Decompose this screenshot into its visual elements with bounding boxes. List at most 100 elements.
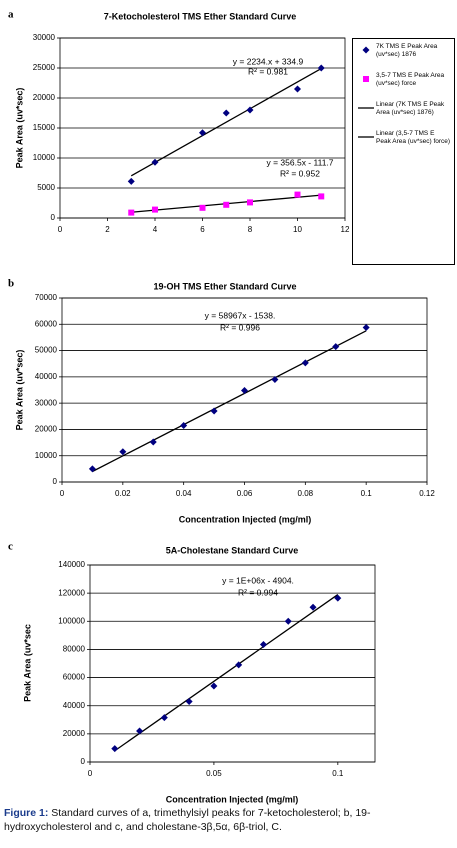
legend-label: Linear (7K TMS E Peak Area (uv*sec) 1876… [376,101,445,116]
equation-annotation: R² = 0.952 [280,168,320,178]
marker-diamond [334,594,342,602]
x-tick-label: 0.1 [332,769,344,778]
marker-diamond [332,343,340,351]
y-tick-label: 60000 [35,319,58,328]
marker-diamond [301,359,309,367]
marker-diamond [136,727,144,735]
x-tick-label: 2 [105,225,110,234]
trendline [92,330,367,473]
trendline [130,67,322,177]
marker-diamond [88,465,96,473]
plot-frame [61,297,428,483]
marker-diamond [235,661,243,669]
y-tick-label: 15000 [33,123,56,132]
y-tick-label: 140000 [58,560,85,569]
marker-diamond [210,682,218,690]
panel-label: a [8,9,14,21]
marker-diamond [111,745,119,753]
legend-item: 3,5-7 TMS E Peak Area (uv*sec) force [356,72,451,88]
legend-symbol [358,107,374,109]
marker-diamond [151,158,159,166]
equation-annotation: y = 356.5x - 111.7 [266,157,333,167]
marker-square [363,76,369,82]
x-tick-label: 6 [200,225,205,234]
legend-label: 7K TMS E Peak Area (uv*sec) 1876 [376,43,438,58]
marker-diamond [294,85,301,93]
marker-diamond [259,641,267,649]
marker-diamond [309,603,317,611]
plot-frame [89,564,376,763]
marker-square [128,209,135,216]
chart-title: 7-Ketocholesterol TMS Ether Standard Cur… [104,11,297,21]
chart-title: 19-OH TMS Ether Standard Curve [153,281,296,291]
y-tick-label: 20000 [63,729,86,738]
marker-diamond [210,407,218,415]
legend-label: 3,5-7 TMS E Peak Area (uv*sec) force [376,72,445,87]
marker-diamond [241,387,248,395]
legend-item: Linear (3,5-7 TMS E Peak Area (uv*sec) f… [356,130,451,146]
y-tick-label: 25000 [33,63,56,72]
caption-label: Figure 1: [4,807,49,819]
y-axis-label: Peak Area (uv*sec) [14,350,24,431]
x-tick-label: 4 [153,225,158,234]
y-tick-label: 80000 [63,645,86,654]
y-axis-label: Peak Area (uv*sec [22,624,32,702]
legend: 7K TMS E Peak Area (uv*sec) 1876 3,5-7 TM… [352,38,455,265]
y-tick-label: 20000 [33,93,56,102]
marker-diamond [222,109,230,117]
legend-item: 7K TMS E Peak Area (uv*sec) 1876 [356,43,451,59]
equation-annotation: R² = 0.981 [248,66,288,76]
legend-symbol [363,76,369,82]
marker-diamond [160,714,168,722]
legend-label: Linear (3,5-7 TMS E Peak Area (uv*sec) f… [376,130,451,145]
marker-diamond [119,448,127,456]
marker-diamond [199,129,206,137]
marker-diamond [317,64,325,72]
figure: a 7-Ketocholesterol TMS Ether Standard Cu… [8,9,435,805]
y-tick-label: 0 [81,757,86,766]
x-tick-label: 0.1 [361,489,373,498]
x-tick-label: 10 [293,225,302,234]
y-tick-label: 10000 [35,451,58,460]
marker-diamond [127,177,135,185]
marker-square [247,199,253,206]
equation-annotation: R² = 0.996 [220,322,260,332]
x-tick-label: 12 [341,225,350,234]
equation-annotation: y = 1E+06x - 4904. [222,575,294,585]
x-tick-label: 0 [60,489,65,498]
x-tick-label: 0.06 [237,489,253,498]
x-axis-label: Concentration Injected (mg/ml) [179,514,312,524]
y-tick-label: 60000 [63,673,86,682]
y-tick-label: 0 [53,477,58,486]
y-tick-label: 50000 [35,346,58,355]
x-tick-label: 0 [88,769,93,778]
equation-annotation: R² = 0.994 [238,587,278,597]
marker-diamond [185,697,193,705]
y-tick-label: 70000 [35,293,58,302]
x-tick-label: 0.12 [419,489,435,498]
marker-diamond [284,617,292,625]
x-tick-label: 0.04 [176,489,192,498]
y-tick-label: 0 [51,213,56,222]
equation-annotation: y = 2234.x + 334.9 [233,56,304,66]
panel-label: c [8,541,13,553]
equation-annotation: y = 58967x - 1538. [205,310,276,320]
y-tick-label: 100000 [58,616,85,625]
y-tick-label: 40000 [63,701,86,710]
y-tick-label: 120000 [58,588,85,597]
legend-item: Linear (7K TMS E Peak Area (uv*sec) 1876… [356,101,451,117]
x-tick-label: 8 [248,225,253,234]
y-axis-label: Peak Area (uv*sec) [14,88,24,169]
marker-diamond [149,438,157,446]
x-tick-label: 0.02 [115,489,131,498]
marker-square [152,206,158,213]
y-tick-label: 10000 [33,153,56,162]
trendline [114,594,339,752]
plot-frame [59,37,346,219]
x-axis-label: Concentration Injected (mg/ml) [166,794,299,804]
marker-diamond [362,323,370,331]
marker-diamond [271,375,279,383]
legend-symbol [358,136,374,138]
y-tick-label: 5000 [37,183,55,192]
marker-diamond [246,106,254,114]
